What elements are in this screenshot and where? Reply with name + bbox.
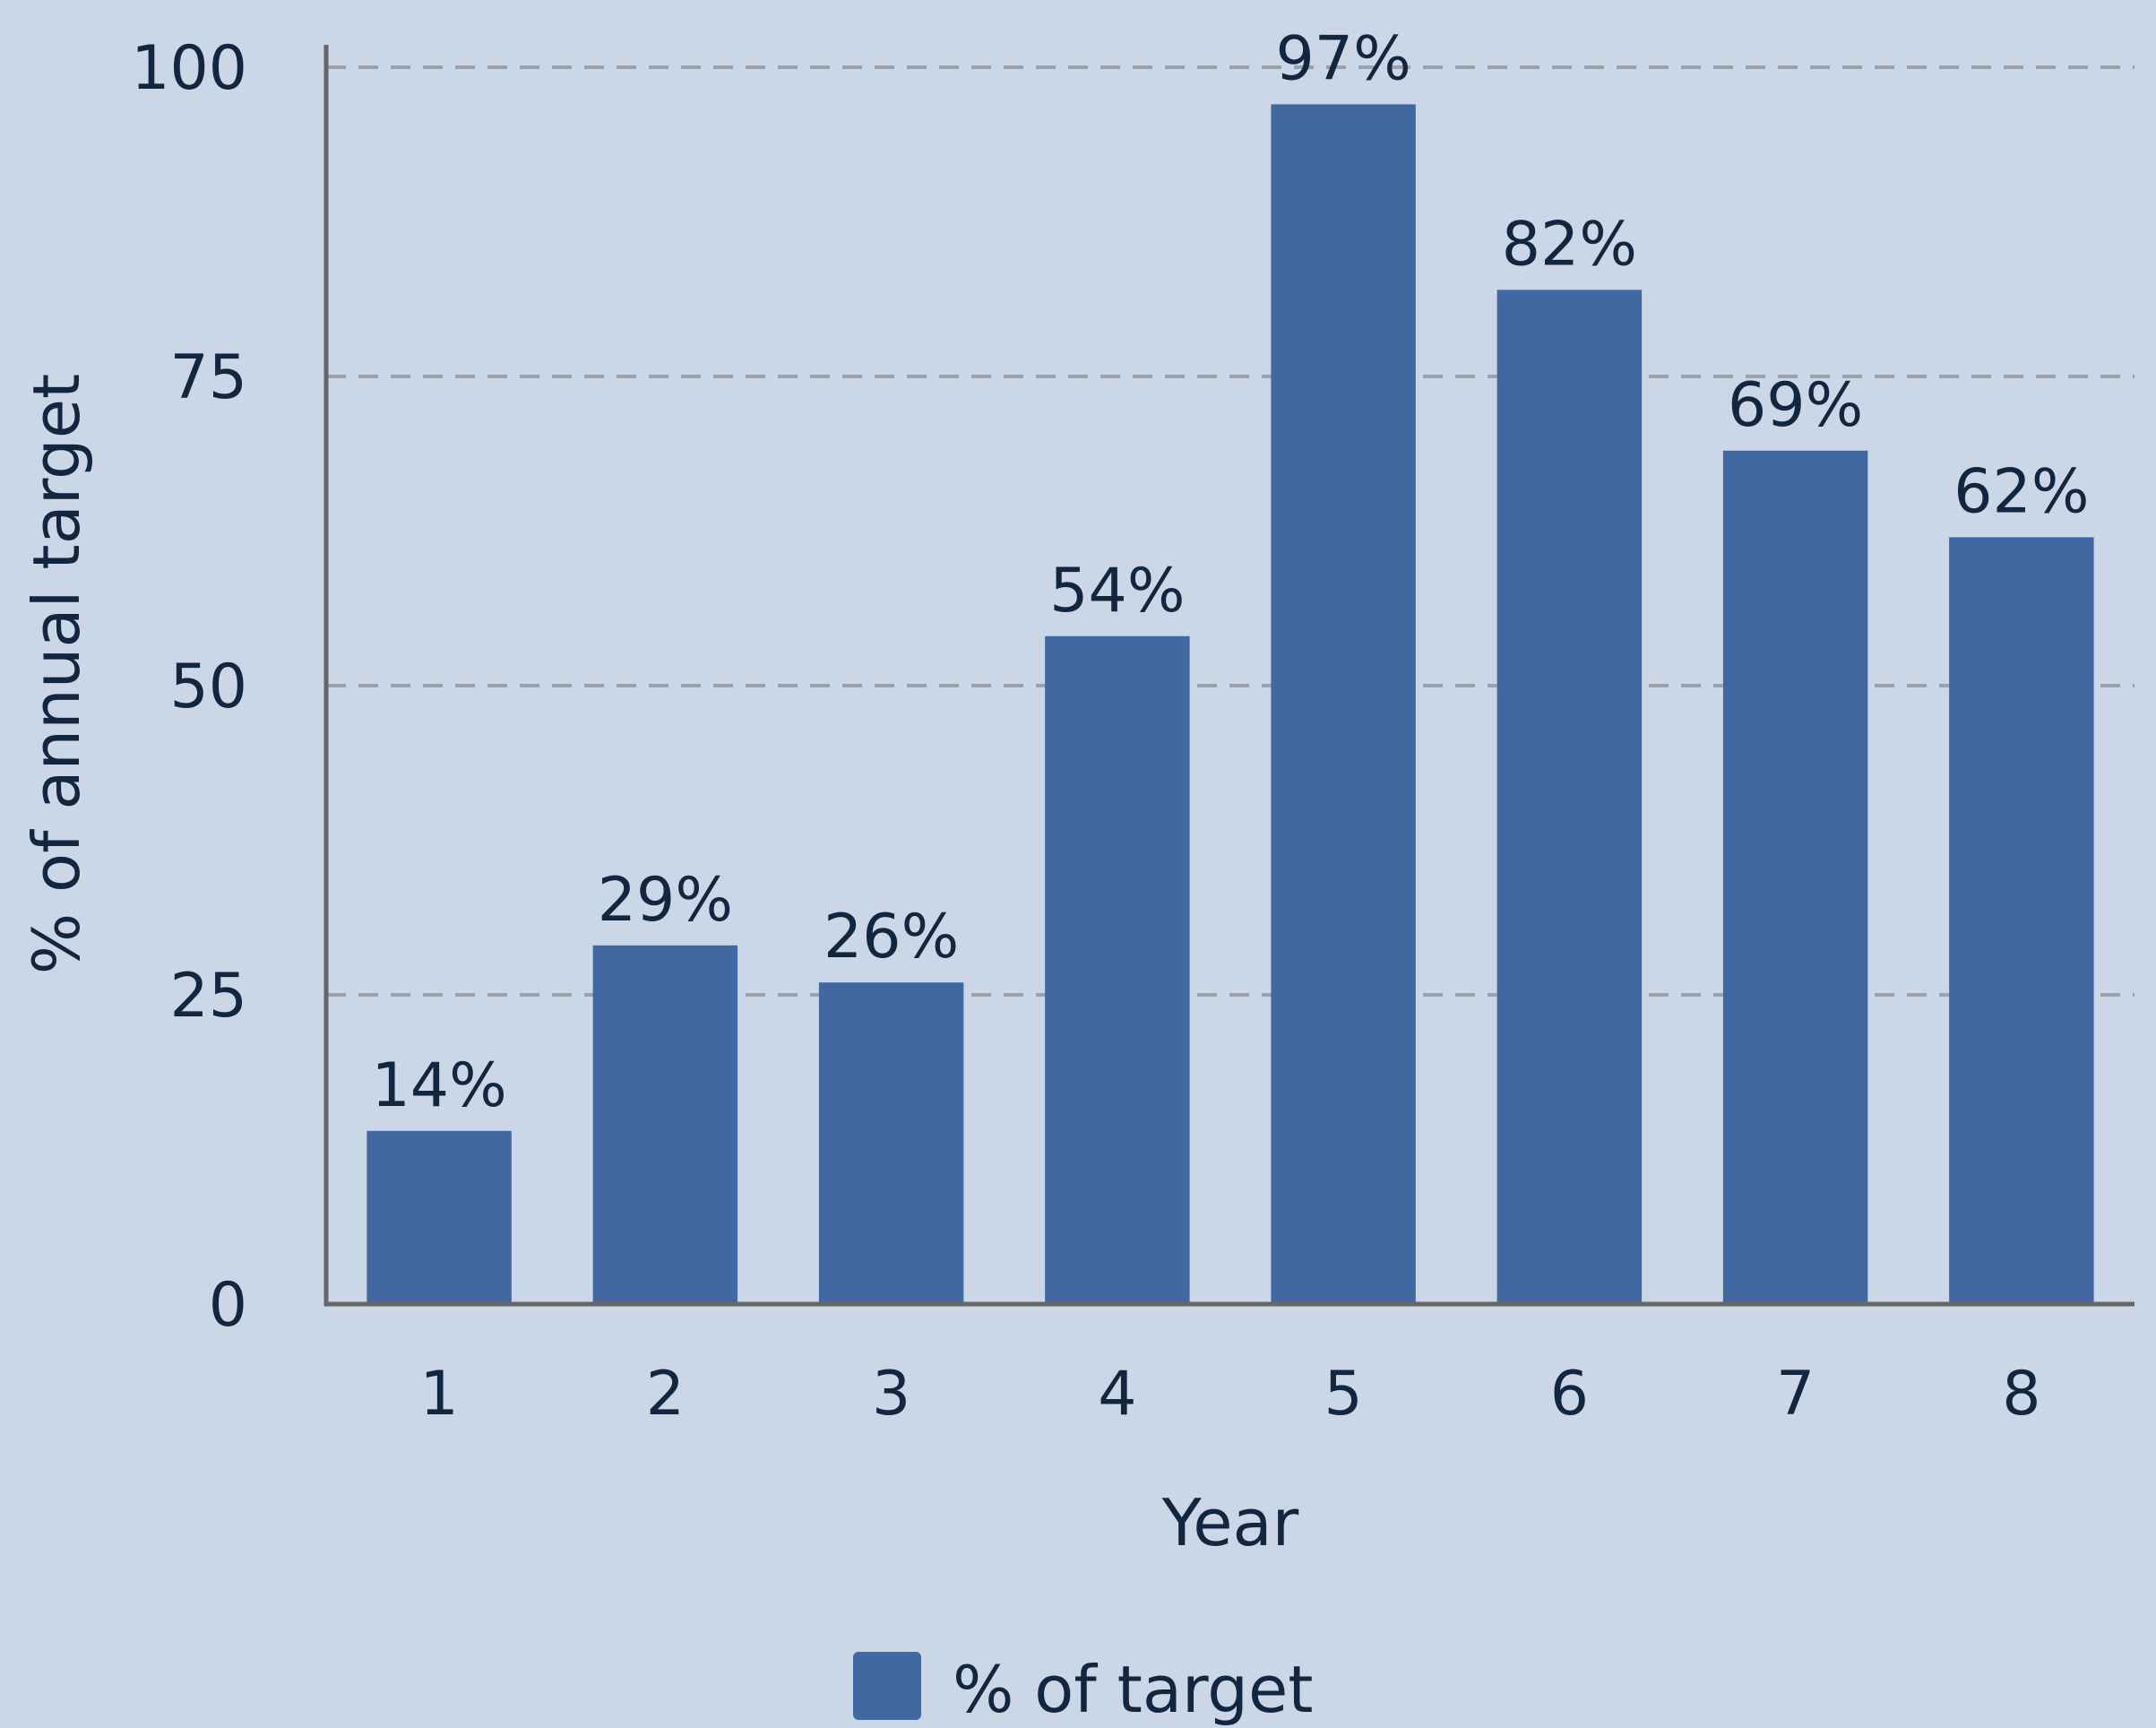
x-axis-title: Year [1161,1485,1299,1560]
data-label: 54% [1049,556,1185,626]
data-label: 69% [1728,370,1863,441]
x-tick-label: 7 [1776,1359,1815,1430]
x-tick-label: 2 [646,1359,685,1430]
y-axis-ticks: 0 25 50 75 100 [131,33,247,1341]
bar [818,982,964,1304]
y-tick-label: 75 [169,342,247,413]
bar [1496,289,1643,1304]
x-tick-label: 3 [872,1359,910,1430]
y-tick-label: 100 [131,33,247,104]
data-label: 62% [1953,456,2089,527]
bar [1271,104,1416,1304]
legend-label: % of target [953,1652,1314,1727]
x-tick-label: 1 [419,1359,458,1430]
data-label: 97% [1276,23,1411,94]
bar [1722,450,1868,1304]
x-axis-ticks: 1 2 3 4 5 6 7 8 [419,1359,2040,1430]
y-tick-label: 0 [209,1270,247,1341]
y-tick-label: 25 [169,961,247,1032]
x-tick-label: 4 [1098,1359,1136,1430]
bar [1045,635,1190,1304]
bars [367,104,2094,1304]
x-tick-label: 5 [1324,1359,1362,1430]
y-tick-label: 50 [169,652,247,722]
data-label: 26% [824,902,959,972]
y-axis-title: % of annual target [19,374,94,975]
x-tick-label: 6 [1550,1359,1589,1430]
data-label: 29% [598,865,733,936]
data-label: 82% [1502,209,1637,280]
data-labels: 14% 29% 26% 54% 97% 82% 69% 62% [372,23,2090,1120]
bar [1949,537,2094,1304]
legend-swatch [853,1652,921,1720]
data-label: 14% [372,1050,507,1121]
x-tick-label: 8 [2002,1359,2040,1430]
bar [592,945,738,1304]
bar [367,1130,512,1304]
legend: % of target [853,1652,1314,1727]
